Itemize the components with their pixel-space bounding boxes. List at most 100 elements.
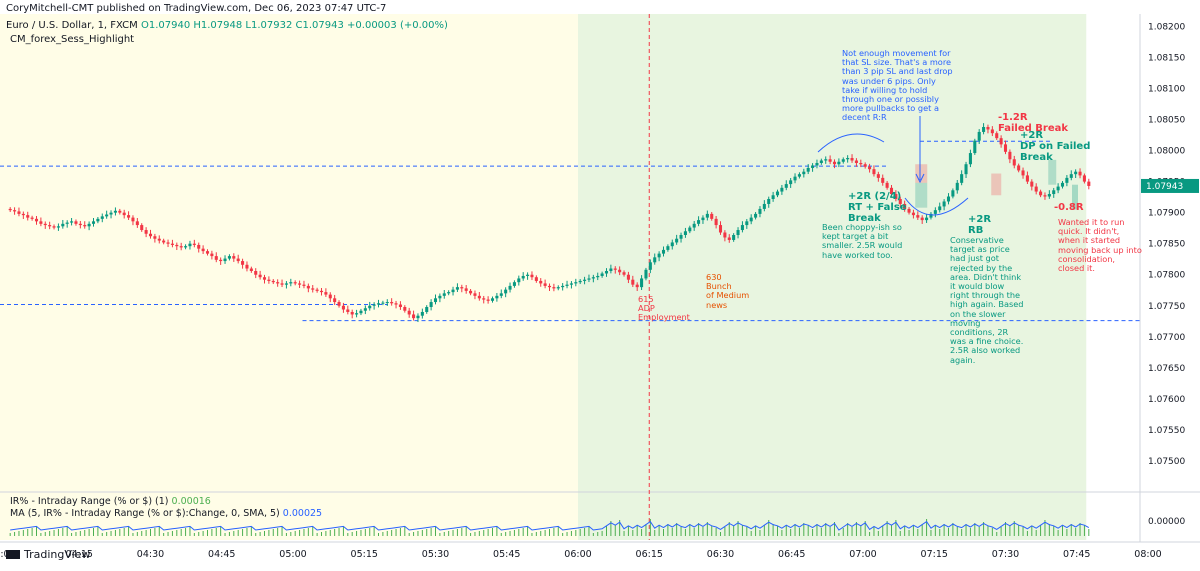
candle-body [118, 210, 122, 213]
candle-body [464, 288, 468, 291]
candle-body [1078, 171, 1082, 176]
candle-body [1017, 165, 1021, 171]
price-tick-label: 1.08100 [1148, 84, 1185, 94]
candle-body [394, 303, 398, 305]
candle-body [460, 287, 464, 289]
candle-body [679, 234, 683, 239]
candle-body [355, 313, 359, 315]
indicator-label[interactable]: CM_forex_Sess_Highlight [10, 34, 135, 45]
price-tick-label: 1.07500 [1148, 457, 1185, 467]
candle-body [425, 307, 429, 312]
candle-body [968, 153, 972, 165]
trade-stop-box [991, 173, 1002, 196]
ma-value: 0.00025 [282, 508, 323, 519]
candle-body [56, 226, 60, 228]
candle-body [495, 295, 499, 299]
candle-body [775, 191, 780, 196]
candle-body [854, 160, 858, 163]
candle-body [1012, 159, 1016, 166]
candle-body [859, 162, 863, 165]
candle-body [302, 284, 306, 286]
candle-body [946, 196, 951, 202]
candle-body [749, 217, 753, 222]
candle-body [740, 225, 744, 231]
candle-body [83, 225, 87, 227]
time-tick-label: 05:00 [279, 549, 306, 560]
candle-body [683, 231, 687, 235]
ir-legend[interactable]: IR% - Intraday Range (% or $) (1) 0.0001… [10, 496, 211, 507]
candle-body [293, 282, 297, 284]
candle-body [276, 282, 280, 284]
candle-body [569, 283, 573, 285]
candle-body [306, 285, 310, 289]
candle-body [850, 158, 854, 161]
price-tick-label: 1.07600 [1148, 395, 1185, 405]
symbol-name: Euro / U.S. Dollar, 1, FXCM [6, 20, 138, 31]
candle-body [267, 279, 271, 281]
ma-legend[interactable]: MA (5, IR% - Intraday Range (% or $):Cha… [10, 508, 322, 519]
candle-body [499, 293, 503, 296]
candle-body [179, 246, 183, 248]
candle-body [837, 161, 841, 165]
candle-body [811, 165, 815, 168]
candle-body [552, 287, 556, 289]
candle-body [184, 246, 188, 248]
candle-body [916, 215, 920, 218]
note-rb-title: +2R RB [968, 214, 992, 236]
candle-body [995, 133, 999, 139]
candle-body [512, 282, 516, 286]
candle-body [604, 271, 609, 274]
candle-body [609, 268, 613, 272]
candle-body [846, 158, 850, 160]
candle-body [670, 242, 674, 247]
candle-body [363, 308, 367, 311]
candle-body [648, 262, 652, 270]
candle-body [70, 221, 74, 223]
candle-body [280, 283, 284, 285]
candle-body [144, 230, 148, 234]
candle-body [828, 159, 832, 162]
candle-body [162, 240, 166, 243]
price-tick-label: 1.08000 [1148, 147, 1185, 157]
candle-body [359, 310, 363, 314]
tradingview-logo[interactable]: TradingView [6, 548, 90, 561]
candle-body [26, 215, 30, 218]
candle-body [416, 315, 420, 319]
candle-body [925, 217, 929, 221]
time-tick-label: 07:15 [921, 549, 948, 560]
time-tick-label: 07:00 [849, 549, 876, 560]
candle-body [34, 218, 39, 222]
symbol-legend[interactable]: Euro / U.S. Dollar, 1, FXCM O1.07940 H1.… [6, 20, 448, 31]
candle-body [793, 176, 797, 181]
candle-body [1043, 195, 1047, 197]
candle-body [1039, 191, 1043, 196]
time-tick-label: 07:30 [992, 549, 1019, 560]
candle-body [784, 184, 788, 188]
candle-body [43, 223, 47, 226]
candle-body [705, 213, 709, 218]
candle-body [65, 222, 69, 224]
candle-body [241, 261, 245, 265]
candle-body [736, 230, 740, 235]
candle-body [635, 284, 639, 288]
candle-body [455, 287, 459, 290]
candle-body [175, 244, 179, 247]
candle-body [661, 249, 666, 254]
candle-body [254, 271, 258, 275]
candle-body [1087, 181, 1091, 186]
candle-body [105, 214, 109, 217]
ma-label: MA (5, IR% - Intraday Range (% or $):Cha… [10, 508, 280, 519]
candle-body [754, 213, 758, 218]
candle-body [398, 304, 402, 308]
candle-body [91, 221, 96, 224]
london-session-bg [578, 14, 1087, 540]
candle-body [433, 298, 438, 303]
note-adp: 615 ADP Employment [638, 294, 690, 323]
candle-body [697, 220, 701, 224]
time-tick-label: 05:30 [422, 549, 449, 560]
tv-logo-icon [6, 550, 20, 559]
candle-body [955, 182, 959, 191]
candle-body [771, 195, 775, 199]
